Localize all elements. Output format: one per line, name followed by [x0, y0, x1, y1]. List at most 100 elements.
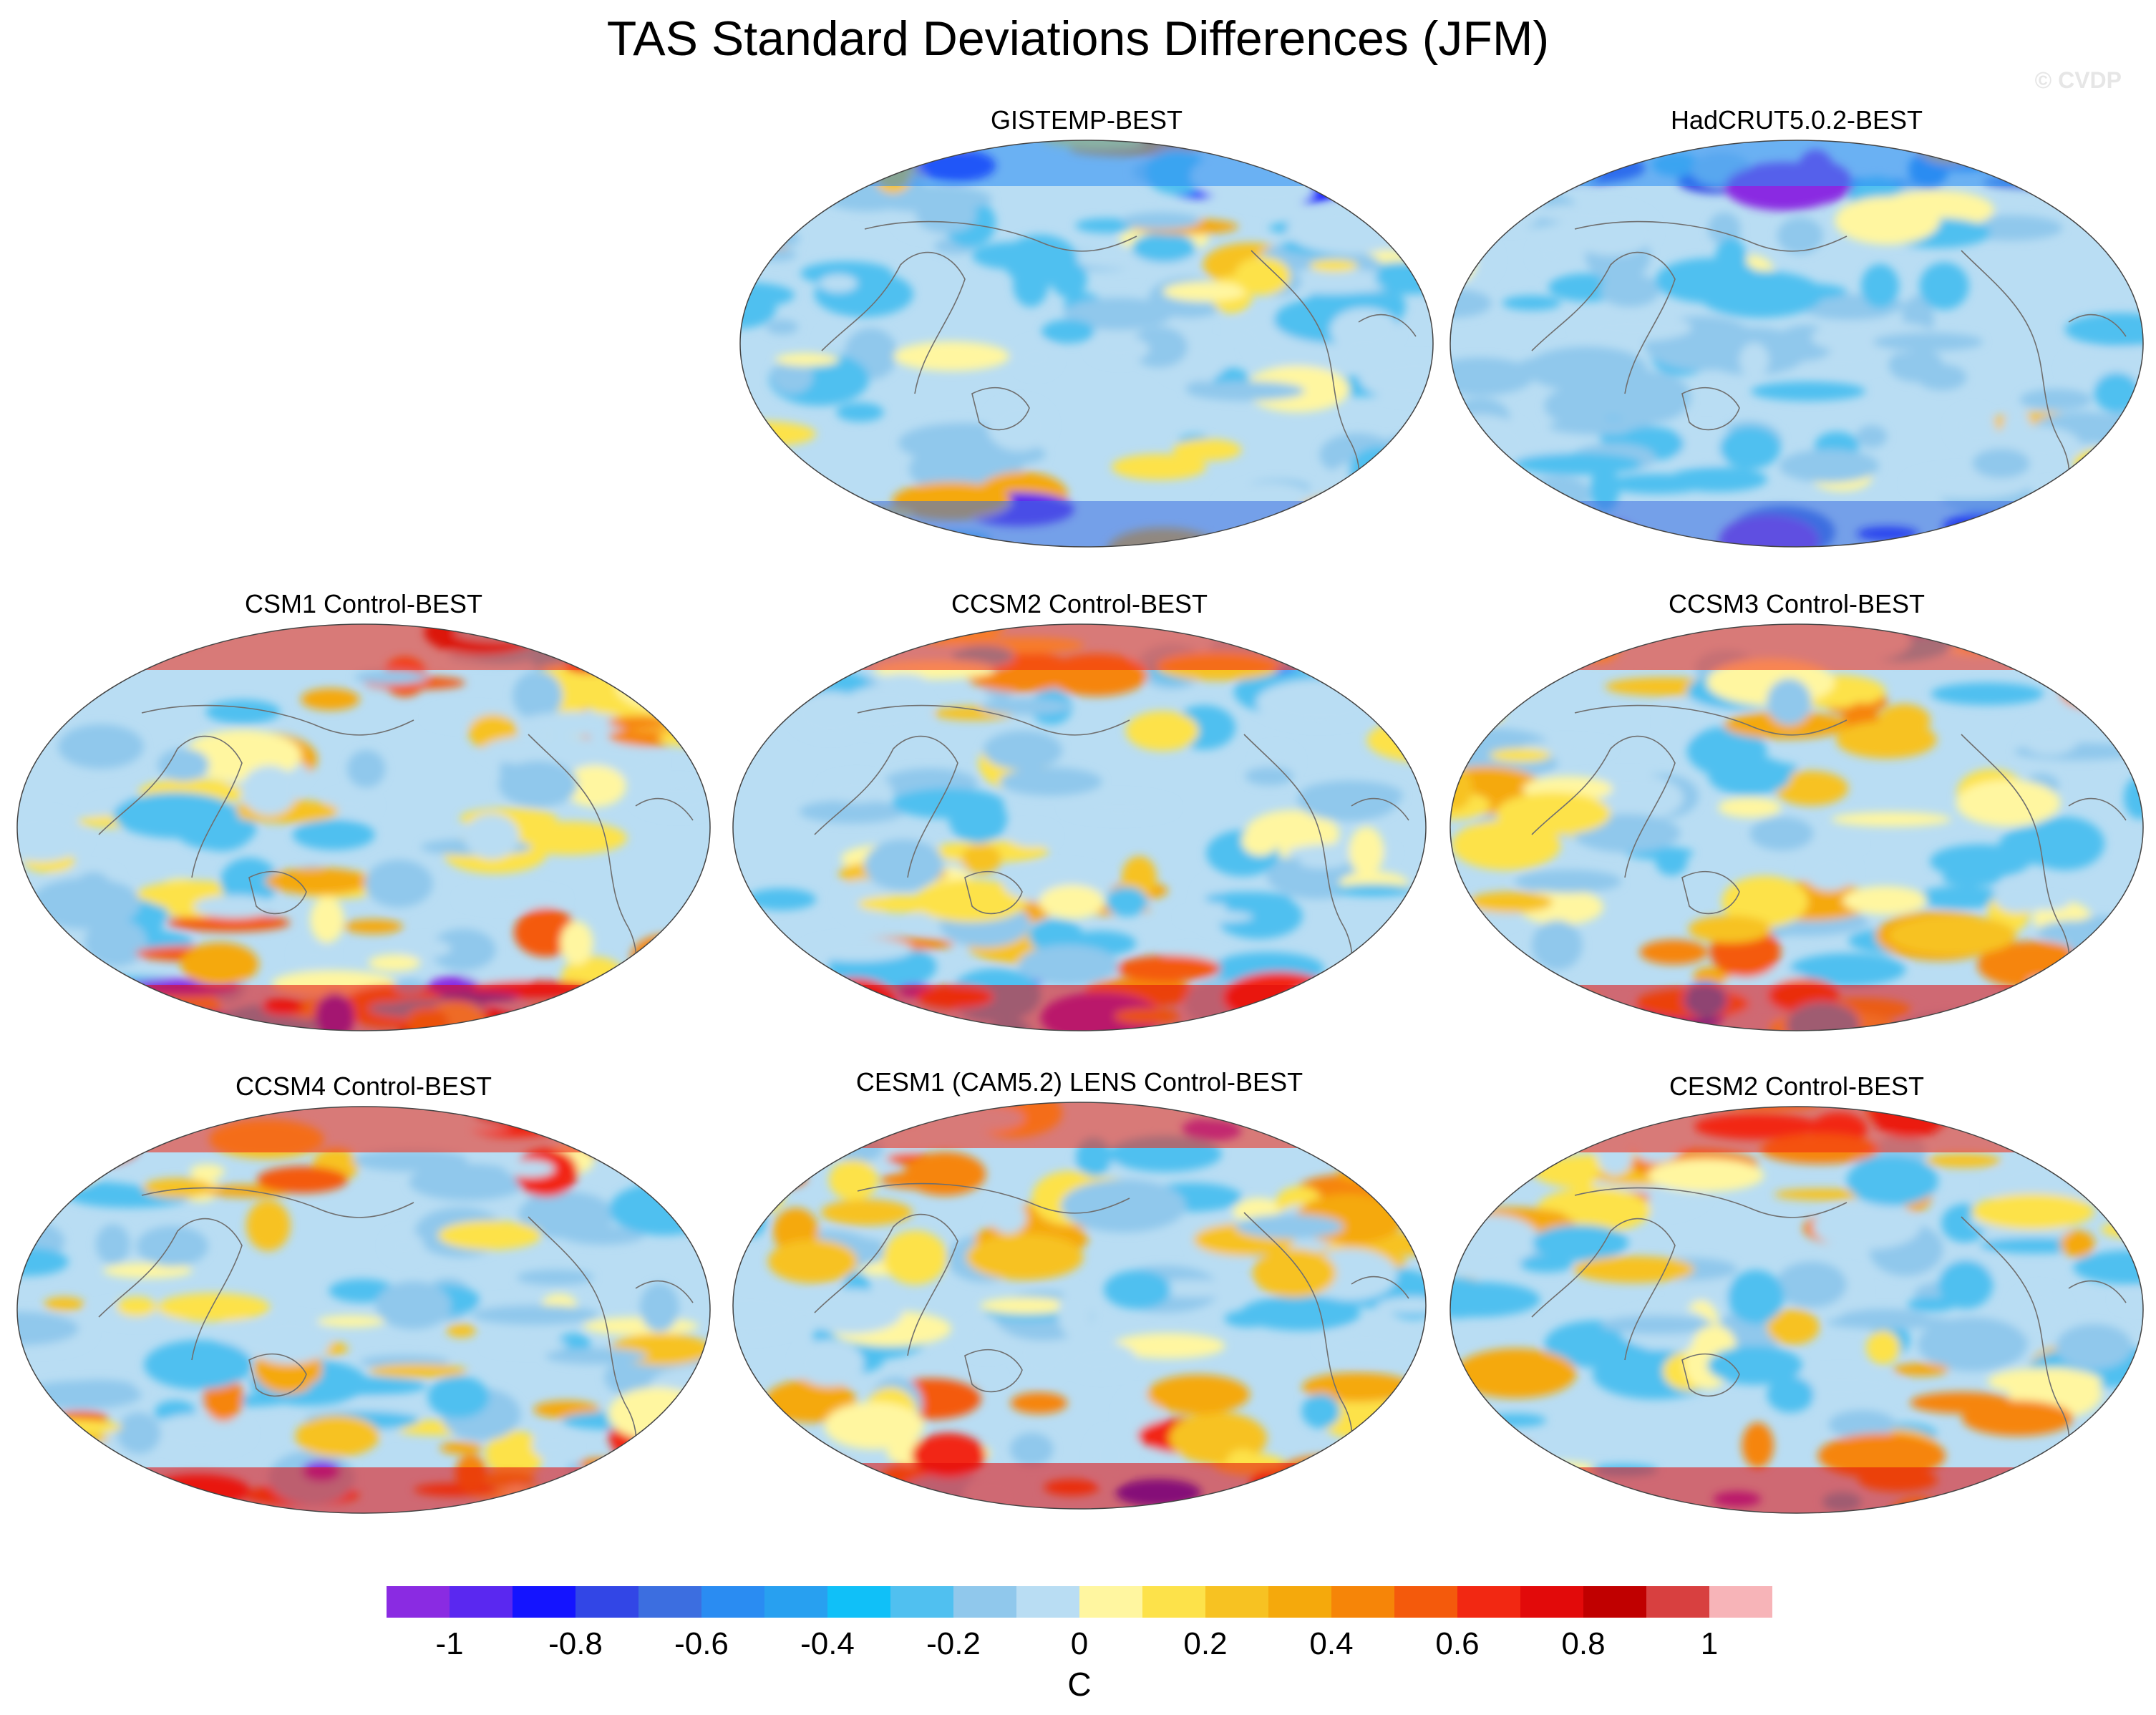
copyright-watermark: © CVDP [2034, 67, 2122, 93]
field-blob [193, 895, 277, 918]
colorbar-tick-label: 1 [1700, 1626, 1719, 1661]
field-blob [1286, 205, 1412, 255]
field-blob [485, 1430, 545, 1478]
field-blob [1942, 870, 2001, 887]
field-blob [157, 748, 210, 782]
map-panel-hadcrut: HadCRUT5.0.2-BEST [1446, 105, 2147, 548]
field-blob [2074, 472, 2143, 510]
field-blob [427, 1376, 490, 1419]
field-blob [798, 1288, 903, 1334]
field-blob [17, 656, 49, 691]
field-blob [1256, 679, 1384, 726]
map-outline [1450, 140, 2144, 548]
colorbar-swatch [450, 1586, 513, 1618]
field-blob [136, 1225, 209, 1267]
field-blob [1125, 711, 1199, 752]
field-blob [1987, 1368, 2102, 1395]
field-blob [2101, 1480, 2143, 1492]
field-blob [1490, 1107, 1607, 1118]
field-blob [57, 1011, 138, 1026]
field-blob [1959, 637, 2079, 654]
field-blob [116, 1296, 157, 1317]
field-blob [652, 624, 710, 679]
colorbar-swatch [1394, 1586, 1458, 1618]
colorbar-swatch [1520, 1586, 1584, 1618]
field-blob [733, 1103, 832, 1117]
field-blob [1450, 969, 1518, 1001]
field-blob [1349, 1020, 1426, 1031]
field-blob [766, 319, 799, 335]
field-blob [1490, 748, 1551, 762]
field-blob [733, 1474, 785, 1509]
field-blob [1532, 920, 1583, 971]
field-blob [1319, 1328, 1414, 1361]
field-blob [1926, 1153, 2001, 1168]
field-blob [1450, 987, 1553, 1019]
coastline [821, 220, 1417, 523]
field-blob [980, 698, 1072, 715]
field-blob [1749, 817, 1814, 851]
field-blob [1450, 485, 1496, 512]
field-blob [256, 1166, 349, 1193]
panel-title: CCSM2 Control-BEST [951, 589, 1208, 618]
field-blob [1485, 1413, 1547, 1427]
field-blob [1873, 332, 1983, 351]
field-blob [1039, 885, 1104, 919]
field-blob [1513, 452, 1642, 475]
colorbar-swatch [1646, 1586, 1710, 1618]
colorbar [387, 1586, 1772, 1618]
field-blob [1063, 298, 1173, 331]
field-blob [78, 872, 108, 890]
field-blob [1750, 382, 1866, 402]
colorbar-tick-label: 0.8 [1561, 1626, 1606, 1661]
field-blob [1111, 454, 1207, 480]
field-blob [1376, 1296, 1426, 1313]
field-blob [980, 1297, 1072, 1315]
field-blob [295, 1415, 380, 1457]
field-blob [1835, 196, 1941, 245]
field-blob [1956, 779, 2061, 827]
field-blob [1523, 142, 1624, 172]
field-blob [301, 688, 360, 711]
field-blob [1010, 1392, 1068, 1414]
field-blob [2060, 675, 2137, 710]
field-blob [464, 813, 520, 860]
field-blob [1180, 910, 1254, 923]
field-blob [1485, 1437, 1533, 1474]
field-blob [2073, 1250, 2143, 1285]
map-svg [732, 623, 1427, 1031]
field-blob [440, 1442, 483, 1454]
field-blob [2067, 1115, 2143, 1130]
colorbar-swatch [1205, 1586, 1269, 1618]
field-blob [437, 1220, 542, 1250]
field-blob [1064, 795, 1174, 818]
field-blob [1450, 157, 1509, 200]
field-blob [986, 399, 1052, 452]
field-blob [309, 1376, 427, 1396]
field-blob [774, 353, 840, 366]
field-blob [21, 1486, 87, 1502]
colorbar-tick-label: -0.6 [674, 1626, 729, 1661]
field-blob [545, 1348, 648, 1364]
field-blob [1467, 891, 1553, 913]
antarctic-band [740, 501, 1433, 547]
field-blob [246, 1316, 331, 1364]
field-blob [1988, 624, 2084, 642]
field-blob [820, 1199, 913, 1226]
panel-title: CESM2 Control-BEST [1669, 1072, 1925, 1101]
field-blob [505, 1160, 555, 1177]
field-blob [799, 800, 905, 824]
field-blob [1719, 427, 1781, 470]
map-svg [1450, 140, 2144, 548]
field-blob [634, 780, 710, 816]
field-blob [1349, 826, 1384, 876]
field-blob [733, 646, 827, 678]
colorbar-swatch [827, 1586, 891, 1618]
field-blob [1297, 492, 1421, 532]
field-blob [740, 495, 804, 540]
field-blob [369, 1364, 467, 1378]
field-blob [2063, 1147, 2143, 1192]
field-blob [609, 1182, 710, 1235]
field-blob [1520, 1255, 1573, 1273]
coastline [98, 704, 694, 1007]
